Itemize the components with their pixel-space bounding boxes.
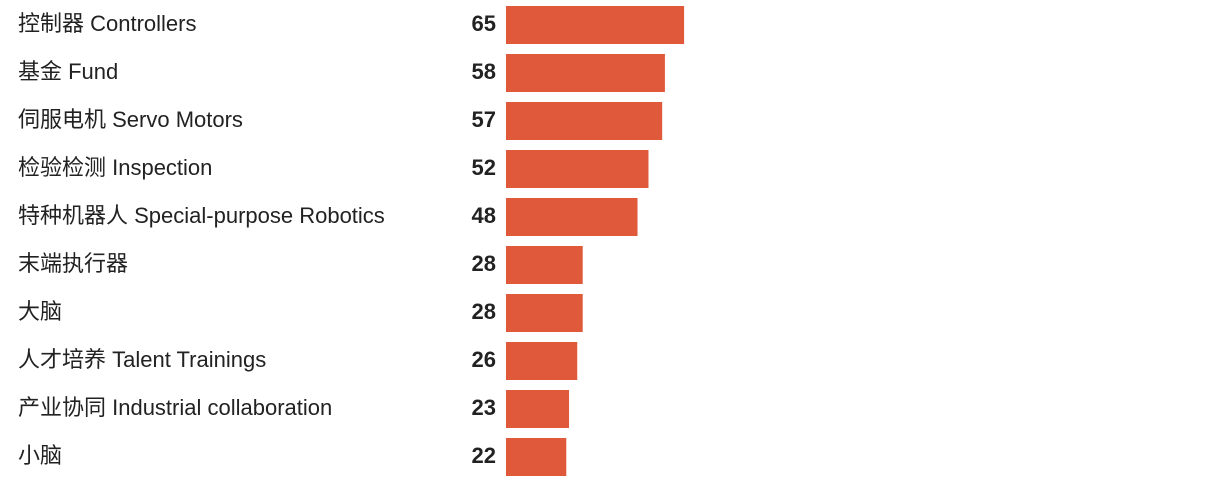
- bar: [506, 102, 663, 140]
- bar: [506, 54, 665, 92]
- value-label: 58: [472, 59, 496, 84]
- bar: [506, 6, 685, 44]
- category-label: 控制器 Controllers: [18, 11, 196, 36]
- value-label: 48: [472, 203, 496, 228]
- bar: [506, 390, 570, 428]
- category-label: 检验检测 Inspection: [18, 155, 212, 180]
- bar: [506, 150, 649, 188]
- bar: [506, 342, 578, 380]
- category-label: 末端执行器: [18, 251, 128, 276]
- category-label: 基金 Fund: [18, 59, 118, 84]
- value-label: 23: [472, 395, 496, 420]
- category-label: 伺服电机 Servo Motors: [18, 107, 243, 132]
- bar: [506, 198, 638, 236]
- bar: [506, 246, 583, 284]
- category-label: 产业协同 Industrial collaboration: [18, 395, 332, 420]
- value-label: 22: [472, 443, 496, 468]
- value-label: 28: [472, 299, 496, 324]
- value-label: 52: [472, 155, 496, 180]
- bar: [506, 294, 583, 332]
- category-label: 大脑: [18, 299, 62, 324]
- category-label: 人才培养 Talent Trainings: [18, 347, 266, 372]
- value-label: 28: [472, 251, 496, 276]
- bar: [506, 438, 567, 476]
- category-label: 小脑: [18, 443, 62, 468]
- value-label: 65: [472, 11, 496, 36]
- value-label: 57: [472, 107, 496, 132]
- value-label: 26: [472, 347, 496, 372]
- category-label: 特种机器人 Special-purpose Robotics: [18, 203, 385, 228]
